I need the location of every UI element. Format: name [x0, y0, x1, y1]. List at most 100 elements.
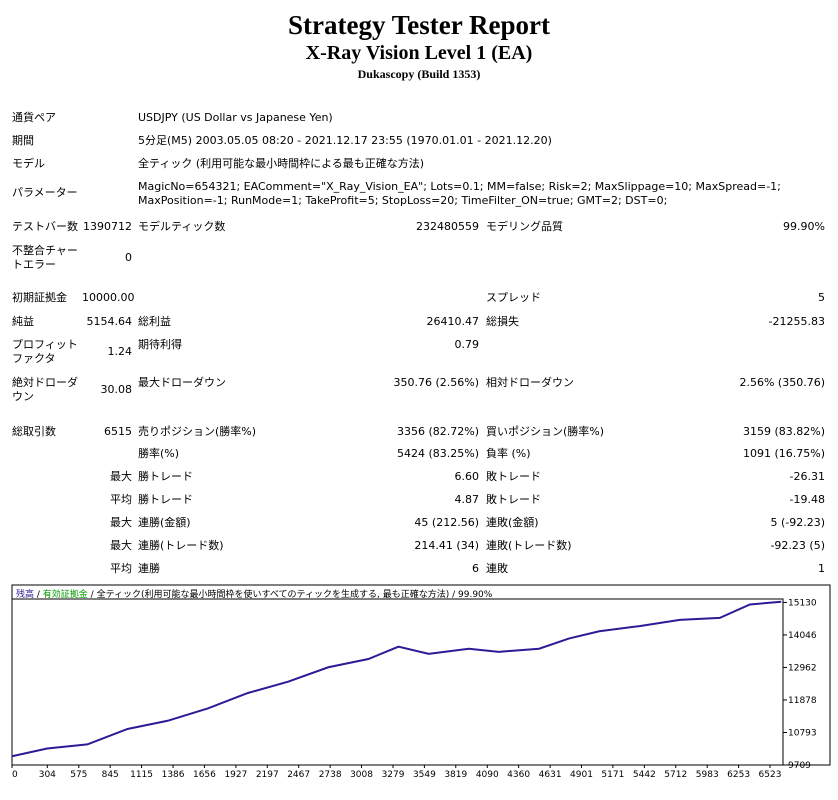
y-tick-label: 12962	[788, 663, 817, 673]
stat-label: 連勝(金額)	[138, 516, 191, 529]
stat-value: 0	[125, 251, 132, 264]
y-tick-label: 10793	[788, 728, 817, 738]
legend-quality: 99.90%	[458, 590, 493, 600]
stat-value: 350.76 (2.56%)	[393, 376, 479, 389]
stat-value: 6515	[104, 425, 132, 438]
stat-value: 最大	[110, 516, 132, 529]
info-value: 5分足(M5) 2003.05.05 08:20 - 2021.12.17 23…	[138, 134, 552, 147]
stat-label: 総損失	[486, 315, 519, 328]
stat-label: テストバー数	[12, 220, 78, 233]
stat-value: 最大	[110, 470, 132, 483]
y-tick-label: 14046	[788, 631, 817, 641]
stat-value: 30.08	[100, 383, 133, 396]
x-tick-label: 1927	[224, 770, 247, 780]
x-tick-label: 5712	[664, 770, 687, 780]
stat-value: 最大	[110, 539, 132, 552]
x-tick-label: 0	[12, 770, 18, 780]
x-tick-label: 5171	[601, 770, 624, 780]
stat-value: 26410.47	[426, 315, 480, 328]
x-tick-label: 1656	[193, 770, 216, 780]
separator: /	[449, 590, 458, 600]
stat-label: 期待利得	[138, 338, 182, 351]
x-tick-label: 3279	[382, 770, 405, 780]
stat-label: 総取引数	[12, 425, 56, 438]
info-value: USDJPY (US Dollar vs Japanese Yen)	[138, 111, 333, 124]
stat-value: 232480559	[416, 220, 479, 233]
stat-value: 6	[472, 562, 479, 575]
stat-value: 0.79	[454, 338, 480, 351]
stat-value: 4.87	[454, 493, 480, 506]
report-subtitle: X-Ray Vision Level 1 (EA)	[305, 42, 533, 64]
x-tick-label: 5983	[696, 770, 719, 780]
stat-value: -19.48	[789, 493, 825, 506]
report-build: Dukascopy (Build 1353)	[357, 67, 481, 81]
x-tick-label: 6523	[759, 770, 782, 780]
stat-value: 3356 (82.72%)	[396, 425, 479, 438]
x-tick-label: 5442	[633, 770, 656, 780]
stat-label: 勝トレード	[138, 493, 193, 506]
balance-line	[11, 600, 782, 758]
stat-label: 連敗	[486, 562, 508, 575]
x-tick-label: 1115	[130, 770, 153, 780]
x-tick-label: 6253	[727, 770, 750, 780]
stat-label: モデルティック数	[138, 220, 226, 233]
stat-label: 負率 (%)	[486, 447, 531, 460]
stat-label: 相対ドローダウン	[486, 376, 574, 389]
x-tick-label: 2467	[287, 770, 310, 780]
stat-value: 5	[818, 291, 825, 304]
y-tick-label: 11878	[788, 696, 817, 706]
stat-value: 1390712	[83, 220, 132, 233]
stat-value: 214.41 (34)	[414, 539, 479, 552]
stat-value: 6.60	[454, 470, 480, 483]
info-label: 期間	[12, 134, 34, 147]
y-tick-label: 15130	[788, 598, 817, 608]
x-tick-label: 3008	[350, 770, 373, 780]
stat-label: 連勝	[138, 562, 160, 575]
info-value: 全ティック (利用可能な最小時間枠による最も正確な方法)	[138, 157, 425, 170]
info-label: モデル	[12, 157, 45, 170]
stat-label: プロフィットファクタ	[12, 338, 78, 365]
stat-value: 99.90%	[783, 220, 825, 233]
separator: /	[34, 590, 43, 600]
stat-value: -21255.83	[768, 315, 825, 328]
x-tick-label: 575	[70, 770, 87, 780]
info-label: 通貨ペア	[12, 111, 56, 124]
stat-label: 買いポジション(勝率%)	[486, 425, 605, 438]
x-tick-label: 3549	[413, 770, 436, 780]
stat-value: 45 (212.56)	[414, 516, 479, 529]
x-tick-label: 1386	[162, 770, 185, 780]
stat-value: 1	[818, 562, 825, 575]
stat-label: 連勝(トレード数)	[138, 539, 224, 552]
x-tick-label: 4360	[507, 770, 530, 780]
x-tick-label: 304	[39, 770, 56, 780]
stat-label: 連敗(トレード数)	[486, 539, 572, 552]
stat-label: 初期証拠金	[12, 291, 67, 304]
stat-label: 敗トレード	[486, 470, 541, 483]
stat-label: モデリング品質	[486, 220, 563, 233]
stat-label: 純益	[12, 315, 34, 328]
stat-label: 総利益	[138, 315, 171, 328]
stat-value: 10000.00	[82, 291, 135, 304]
x-tick-label: 2197	[256, 770, 279, 780]
stat-label: 売りポジション(勝率%)	[138, 425, 257, 438]
x-tick-label: 845	[102, 770, 119, 780]
stat-value: 5424 (83.25%)	[396, 447, 479, 460]
stat-label: 敗トレード	[486, 493, 541, 506]
stat-label: スプレッド	[486, 291, 541, 304]
report-title: Strategy Tester Report	[288, 10, 550, 40]
stat-value: 1091 (16.75%)	[742, 447, 825, 460]
stat-value: 2.56% (350.76)	[739, 376, 825, 389]
separator: /	[88, 590, 97, 600]
x-tick-label: 4901	[570, 770, 593, 780]
stat-label: 勝率(%)	[138, 447, 180, 460]
stat-value: 1.24	[107, 345, 133, 358]
plot-frame	[11, 598, 784, 766]
x-tick-label: 4631	[539, 770, 562, 780]
stat-value: 3159 (83.82%)	[742, 425, 825, 438]
x-tick-label: 3819	[444, 770, 467, 780]
x-tick-label: 4090	[476, 770, 499, 780]
legend: 残高 / 有効証拠金 / 全ティック(利用可能な最小時間枠を使いすべてのティック…	[16, 588, 493, 600]
stat-label: 連敗(金額)	[486, 516, 539, 529]
